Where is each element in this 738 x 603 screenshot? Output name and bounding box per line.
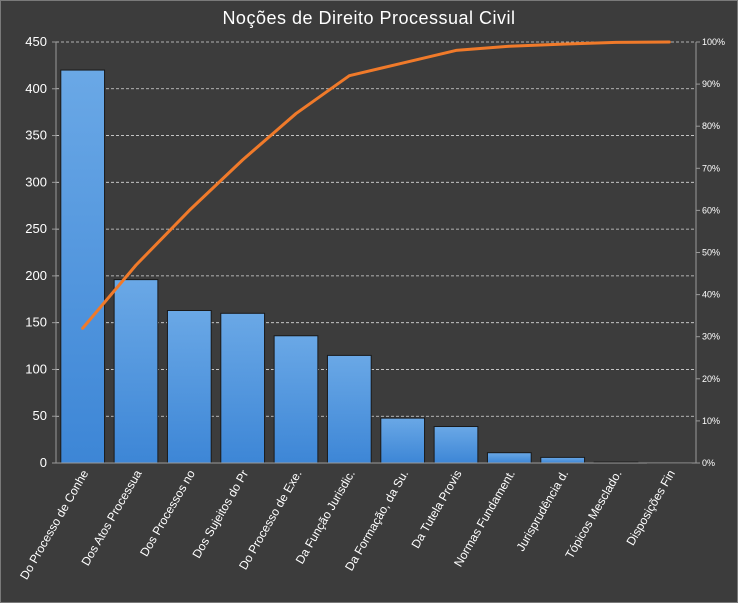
- y-tick-label: 0: [40, 455, 47, 470]
- x-tick-label: Da Função Jurisdic.: [293, 468, 358, 567]
- y2-tick-label: 10%: [702, 416, 720, 426]
- bar: [113, 279, 159, 464]
- y2-tick-label: 30%: [702, 332, 720, 342]
- x-tick-label: Normas Fundament.: [451, 468, 518, 570]
- bar: [380, 417, 426, 464]
- y2-tick-label: 40%: [702, 290, 720, 300]
- x-tick-label: Jurisprudência d.: [513, 468, 571, 554]
- bar: [326, 354, 372, 464]
- x-tick-label: Do Processo de Conhe: [17, 467, 91, 582]
- x-tick-label: Da Tutela Provis: [408, 468, 464, 551]
- bar: [433, 426, 479, 464]
- y2-tick-label: 20%: [702, 374, 720, 384]
- y-tick-label: 100: [25, 361, 47, 376]
- y2-tick-label: 0%: [702, 458, 715, 468]
- y2-tick-label: 90%: [702, 79, 720, 89]
- y-tick-label: 150: [25, 315, 47, 330]
- x-tick-label: Dos Atos Processua: [78, 467, 144, 568]
- bar: [486, 452, 532, 464]
- y-tick-label: 250: [25, 221, 47, 236]
- bar: [166, 310, 212, 464]
- y2-tick-label: 50%: [702, 248, 720, 258]
- y-tick-label: 200: [25, 268, 47, 283]
- y-tick-label: 400: [25, 81, 47, 96]
- y-tick-label: 50: [33, 408, 47, 423]
- x-tick-label: Tópicos Mesclado.: [562, 468, 624, 562]
- cumulative-line: [81, 40, 671, 330]
- x-tick-label: Dos Sujeitos do Pr: [189, 468, 251, 561]
- x-tick-label: Disposições Fin: [623, 468, 677, 548]
- y-tick-label: 300: [25, 174, 47, 189]
- y2-tick-label: 80%: [702, 121, 720, 131]
- y2-tick-label: 60%: [702, 205, 720, 215]
- y-tick-label: 450: [25, 34, 47, 49]
- bar: [60, 69, 106, 464]
- bar: [220, 312, 266, 464]
- y2-tick-label: 100%: [702, 37, 725, 47]
- y-tick-label: 350: [25, 128, 47, 143]
- bar: [540, 456, 586, 464]
- x-tick-label: Dos Processos no: [137, 467, 198, 559]
- y2-tick-label: 70%: [702, 163, 720, 173]
- chart-title: Noções de Direito Processual Civil: [222, 8, 516, 28]
- bar: [273, 335, 319, 464]
